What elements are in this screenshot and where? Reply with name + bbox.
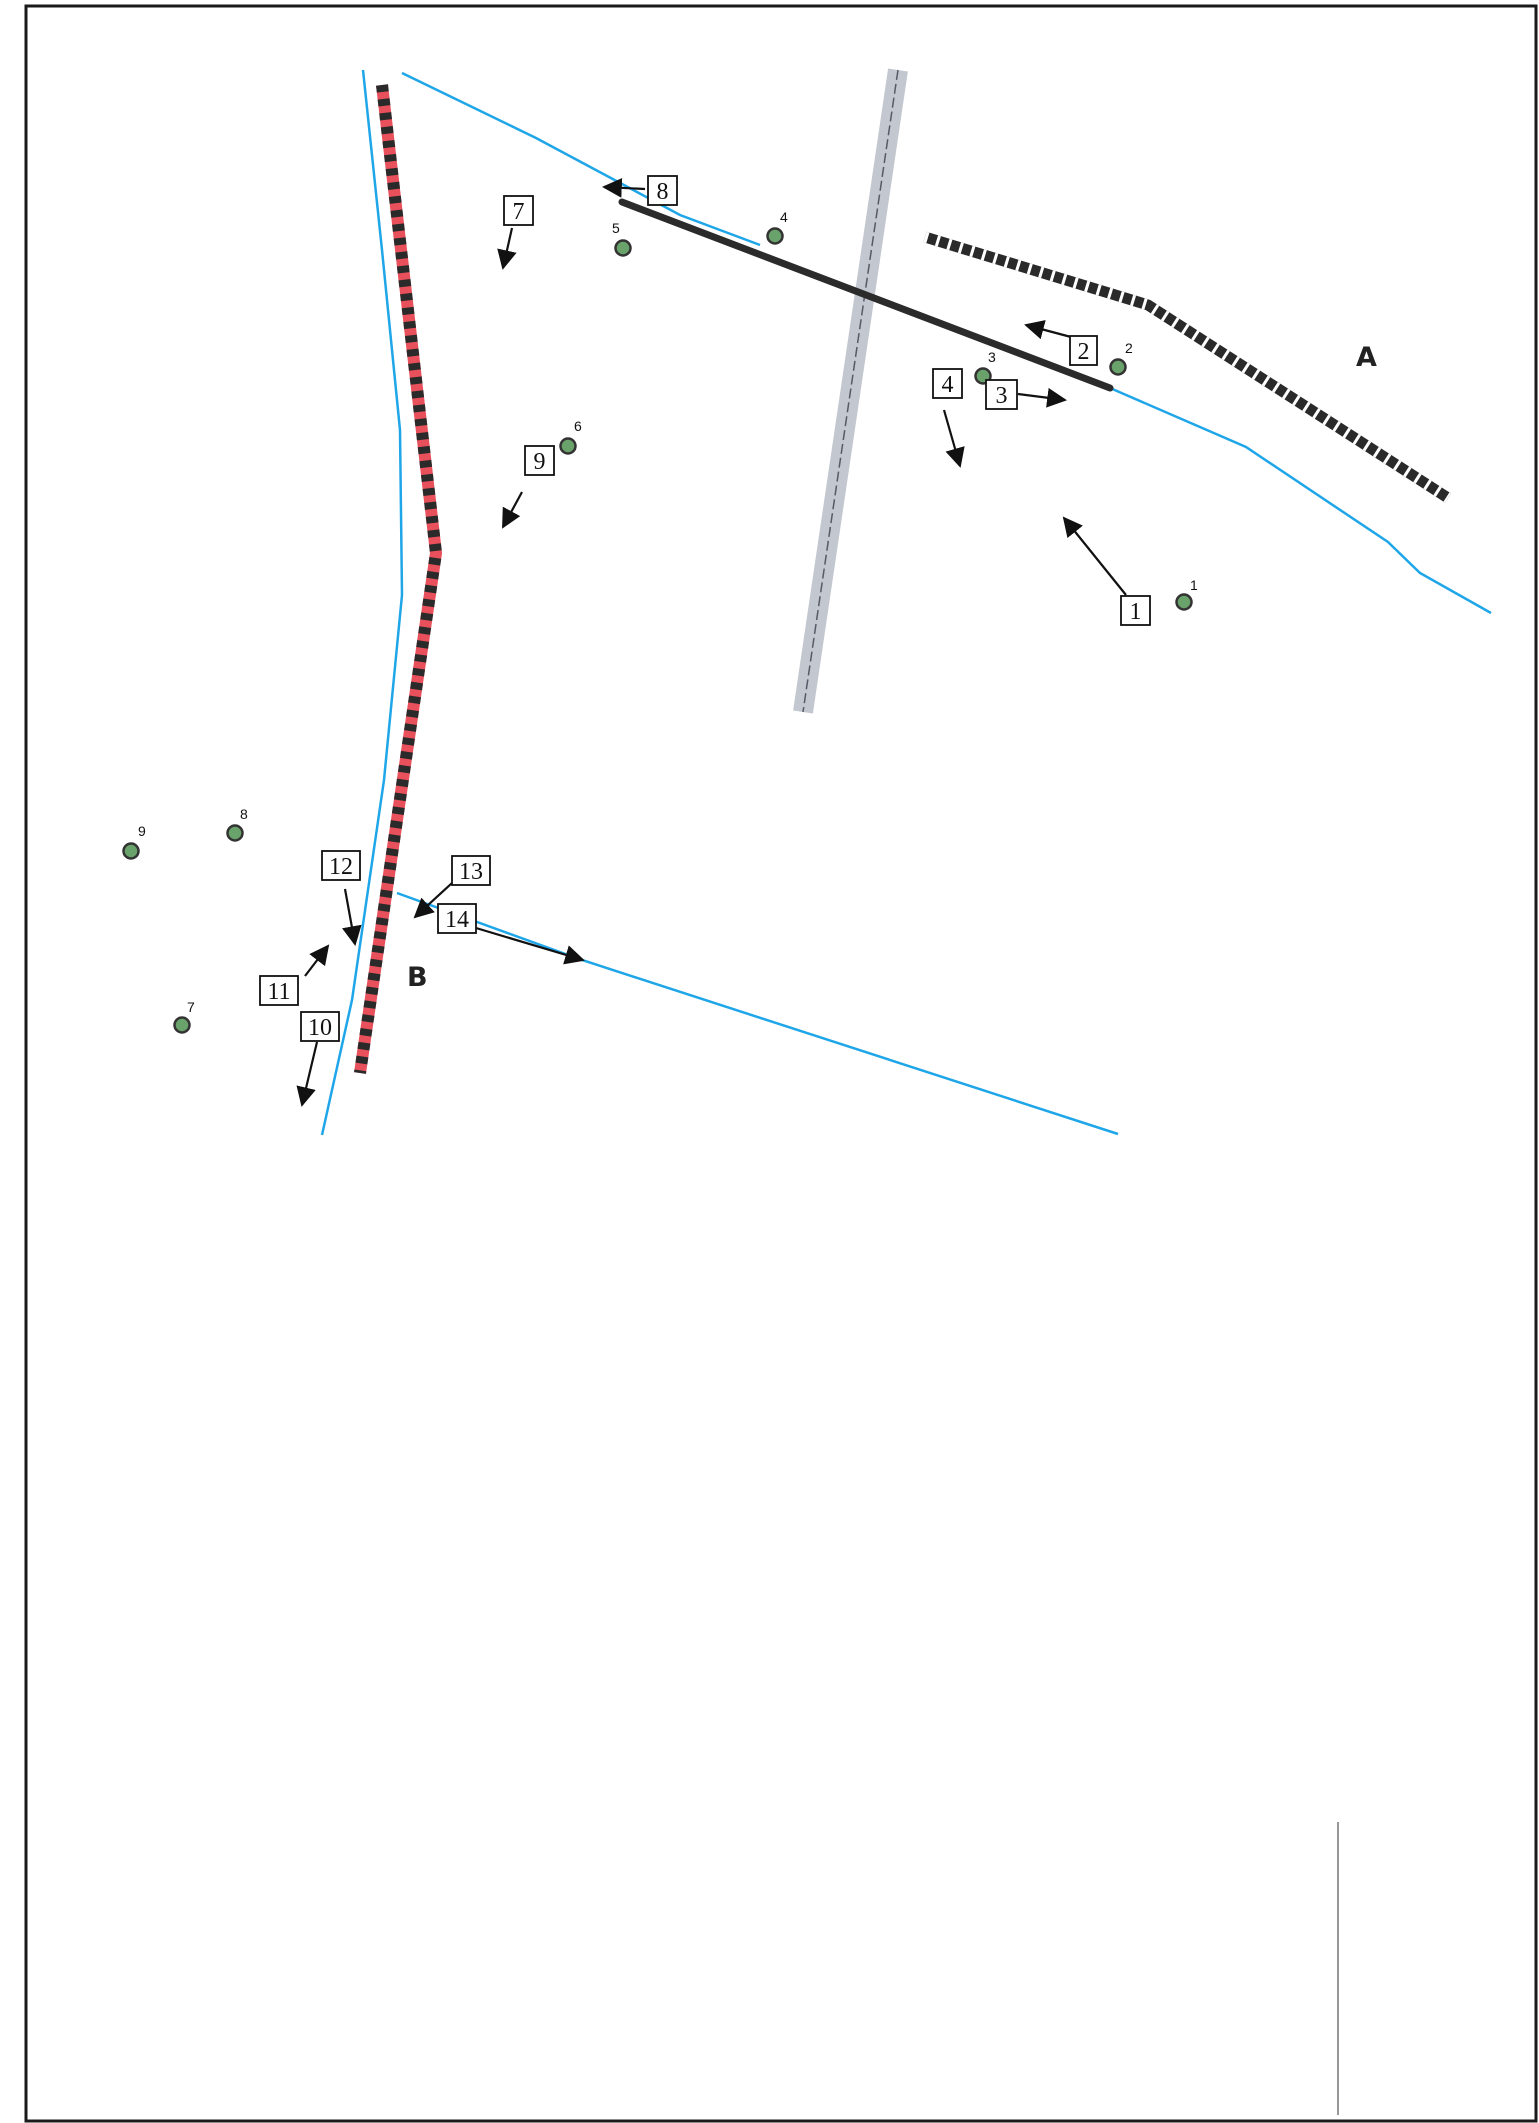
callout-label: 2 xyxy=(1078,339,1090,365)
callout-label: 7 xyxy=(513,199,525,225)
road xyxy=(793,68,908,714)
zone-label-b: B xyxy=(407,962,428,993)
callout-label: 1 xyxy=(1130,599,1142,625)
wells: 1 2 3 4 5 6 7 8 xyxy=(122,209,1198,1034)
well-5: 5 xyxy=(612,220,632,257)
well-label: 3 xyxy=(988,349,996,365)
well-label: 9 xyxy=(138,823,146,839)
fence-line-b xyxy=(354,84,443,1074)
well-label: 6 xyxy=(574,418,582,434)
rail-line xyxy=(618,198,1114,392)
zone-label-a: A xyxy=(1356,342,1377,373)
streams xyxy=(320,69,1492,1136)
arrow-12 xyxy=(342,888,362,946)
page-frame xyxy=(24,4,1538,2123)
callout-8: 8 xyxy=(647,175,678,206)
well-label: 5 xyxy=(612,220,620,236)
callout-3: 3 xyxy=(985,379,1018,410)
well-label: 7 xyxy=(187,999,195,1015)
callout-13: 13 xyxy=(451,855,491,886)
callout-label: 4 xyxy=(942,372,954,398)
stream-north xyxy=(401,71,761,247)
stream-east xyxy=(1109,386,1492,615)
callout-10: 10 xyxy=(300,1011,340,1042)
callout-1: 1 xyxy=(1120,595,1151,626)
callout-7: 7 xyxy=(503,195,534,226)
callout-label: 12 xyxy=(329,854,353,880)
arrow-7 xyxy=(497,227,517,270)
well-8: 8 xyxy=(226,806,248,842)
arrow-14 xyxy=(475,926,585,965)
well-label: 8 xyxy=(240,806,248,822)
boundary-line-a xyxy=(923,231,1451,503)
arrow-4 xyxy=(942,409,965,468)
well-2: 2 xyxy=(1109,340,1133,376)
well-3: 3 xyxy=(974,349,996,385)
callout-label: 3 xyxy=(996,383,1008,409)
callout-label: 13 xyxy=(459,859,483,885)
direction-arrows xyxy=(296,177,1127,1107)
callout-label: 10 xyxy=(308,1015,332,1041)
well-9: 9 xyxy=(122,823,146,860)
well-6: 6 xyxy=(559,418,582,455)
arrow-11 xyxy=(304,944,330,977)
road-centerline xyxy=(802,69,899,713)
arrow-9 xyxy=(502,491,523,529)
arrow-2 xyxy=(1024,320,1072,340)
callout-label: 11 xyxy=(267,979,290,1005)
callout-12: 12 xyxy=(321,850,361,881)
arrow-3 xyxy=(1017,387,1067,408)
arrow-1 xyxy=(1062,516,1127,596)
stream-west xyxy=(320,69,404,1136)
callout-label: 9 xyxy=(534,449,546,475)
well-1: 1 xyxy=(1175,577,1198,611)
arrow-13 xyxy=(413,882,453,919)
callout-label: 14 xyxy=(445,907,469,933)
well-label: 1 xyxy=(1190,577,1198,593)
callout-11: 11 xyxy=(259,975,299,1006)
callout-2: 2 xyxy=(1069,335,1098,366)
well-4: 4 xyxy=(766,209,788,245)
callout-4: 4 xyxy=(932,368,963,399)
well-label: 4 xyxy=(780,209,788,225)
arrow-8 xyxy=(602,177,646,198)
arrow-10 xyxy=(296,1041,319,1107)
well-label: 2 xyxy=(1125,340,1133,356)
callout-14: 14 xyxy=(437,903,477,934)
callouts: 1 2 3 4 7 8 9 10 xyxy=(259,175,1151,1042)
well-7: 7 xyxy=(173,999,195,1034)
callout-9: 9 xyxy=(524,445,555,476)
stream-south xyxy=(396,891,1119,1136)
callout-label: 8 xyxy=(657,179,669,205)
